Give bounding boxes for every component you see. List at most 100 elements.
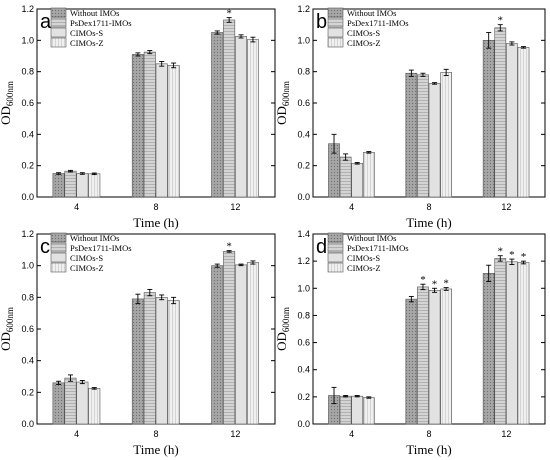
bar-cimos-z [246, 39, 259, 198]
bar-psdex1711-imos [417, 286, 429, 425]
bar-psdex1711-imos [64, 170, 77, 198]
bar-without-imos [405, 72, 418, 198]
bar-cimos-s [351, 163, 364, 198]
y-axis-title: OD600nm [274, 307, 291, 351]
bar-cimos-s [235, 264, 248, 425]
legend-label: Without IMOs [347, 233, 396, 243]
bar-psdex1711-imos [64, 377, 77, 425]
legend-label: Without IMOs [70, 8, 119, 18]
bar-cimos-z [362, 397, 375, 425]
legend-label: PsDex1711-IMOs [347, 243, 409, 253]
y-axis-title-subscript: 600nm [5, 307, 15, 332]
legend-label: CIMOs-Z [347, 38, 381, 48]
y-tick-label: 0.4 [297, 365, 310, 375]
y-tick-label: 0.6 [297, 98, 310, 108]
bar-psdex1711-imos [339, 156, 352, 198]
x-tick-label: 8 [153, 429, 158, 439]
significance-star: * [420, 274, 426, 286]
x-tick-label: 12 [501, 429, 511, 439]
bar-cimos-z [517, 47, 530, 198]
x-tick-label: 4 [349, 202, 354, 212]
y-tick-label: 1.0 [21, 261, 34, 271]
y-tick-label: 0.8 [21, 67, 34, 77]
x-axis-title: Time (h) [133, 215, 178, 230]
y-tick-label: 0.4 [21, 129, 34, 139]
y-axis-title: OD600nm [0, 81, 15, 125]
bar-cimos-z [167, 65, 180, 198]
bar-without-imos [211, 265, 224, 425]
panel-b: 0.0 0.2 0.4 0.6 0.8 1.0 1.2 4 8 12 * Time (h) OD600n… [274, 4, 546, 230]
y-tick-label: 0.4 [21, 356, 34, 366]
legend-label: CIMOs-S [70, 253, 103, 263]
bar-cimos-z [362, 152, 375, 198]
bar-cimos-s [428, 83, 441, 198]
y-axis-title-main: OD [0, 332, 13, 351]
bar-cimos-s [155, 297, 168, 425]
significance-star: * [498, 246, 504, 258]
y-axis-title-subscript: 600nm [5, 81, 15, 106]
legend-label: PsDex1711-IMOs [70, 243, 132, 253]
y-tick-label: 0.2 [297, 161, 310, 171]
bar-cimos-z [167, 300, 180, 425]
panel-d: 0.0 0.2 0.4 0.6 0.8 1.0 1.2 1.4 4 8 * * * 12 * * * Time (… [274, 229, 546, 457]
bar-psdex1711-imos [494, 27, 507, 198]
x-axis-title: Time (h) [406, 215, 451, 230]
legend-label: CIMOs-Z [347, 263, 381, 273]
y-axis-title-main: OD [274, 332, 289, 351]
y-tick-label: 0.8 [297, 310, 310, 320]
bar-cimos-s [428, 290, 441, 425]
panel-letter: d [316, 236, 327, 258]
bar-without-imos [211, 32, 224, 198]
y-tick-label: 0.0 [297, 192, 310, 202]
y-axis-title-subscript: 600nm [281, 307, 291, 332]
y-axis-title-main: OD [274, 106, 289, 125]
legend-label: PsDex1711-IMOs [70, 18, 132, 28]
legend-swatch [50, 37, 67, 48]
x-tick-label: 4 [349, 429, 354, 439]
x-tick-label: 12 [230, 202, 240, 212]
significance-star: * [432, 278, 438, 290]
legend-swatch [50, 17, 67, 28]
legend-swatch [327, 7, 344, 18]
bar-without-imos [405, 298, 418, 425]
bar-psdex1711-imos [494, 258, 507, 425]
y-tick-label: 0.8 [297, 67, 310, 77]
y-tick-label: 0.0 [21, 192, 34, 202]
y-axis-title-main: OD [0, 106, 13, 125]
bar-psdex1711-imos [223, 251, 236, 425]
legend-label: PsDex1711-IMOs [347, 18, 409, 28]
significance-star: * [226, 8, 232, 20]
panel-c: 0.0 0.2 0.4 0.6 0.8 1.0 1.2 4 8 12 * Time (h) OD600n… [0, 229, 276, 457]
legend-swatch [327, 17, 344, 28]
x-tick-label: 4 [74, 429, 79, 439]
bar-without-imos [482, 40, 495, 198]
legend-swatch [327, 37, 344, 48]
y-tick-label: 0.2 [21, 387, 34, 397]
legend-swatch [327, 232, 344, 243]
legend-swatch [50, 252, 67, 263]
bar-psdex1711-imos [417, 74, 429, 198]
y-tick-label: 0.8 [21, 292, 34, 302]
y-tick-label: 0.0 [297, 419, 310, 429]
legend-swatch [327, 262, 344, 273]
y-tick-label: 0.6 [297, 338, 310, 348]
y-axis-title: OD600nm [274, 81, 291, 125]
legend-label: Without IMOs [70, 233, 119, 243]
bar-cimos-s [235, 36, 248, 198]
bar-cimos-z [440, 288, 453, 425]
bar-cimos-z [440, 72, 453, 198]
panel-a: 0.0 0.2 0.4 0.6 0.8 1.0 1.2 4 8 12 * Time (h) OD600n… [0, 4, 276, 230]
x-tick-label: 4 [74, 202, 79, 212]
x-tick-label: 12 [501, 202, 511, 212]
bar-cimos-z [88, 173, 101, 198]
x-tick-label: 12 [230, 429, 240, 439]
y-tick-label: 1.0 [297, 283, 310, 293]
x-tick-label: 8 [426, 429, 431, 439]
legend-swatch [50, 27, 67, 38]
bar-without-imos [131, 54, 144, 198]
x-tick-label: 8 [426, 202, 431, 212]
legend-swatch [50, 262, 67, 273]
legend-label: CIMOs-Z [70, 263, 104, 273]
bar-cimos-s [351, 395, 364, 425]
